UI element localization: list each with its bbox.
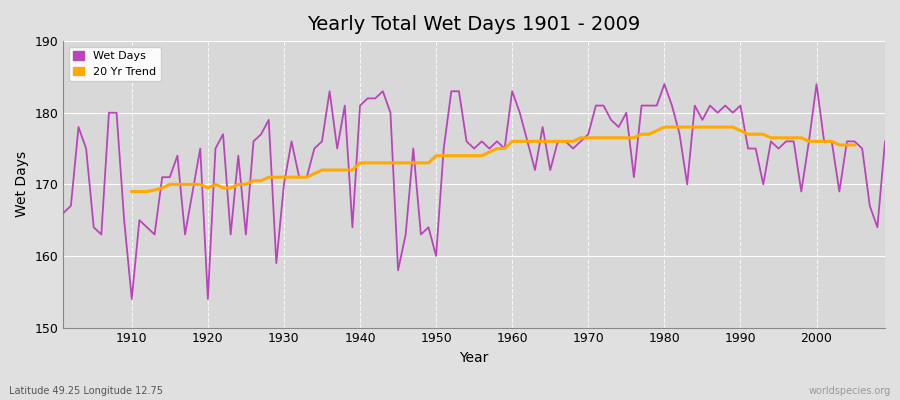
- Title: Yearly Total Wet Days 1901 - 2009: Yearly Total Wet Days 1901 - 2009: [308, 15, 641, 34]
- Y-axis label: Wet Days: Wet Days: [15, 151, 29, 218]
- Text: Latitude 49.25 Longitude 12.75: Latitude 49.25 Longitude 12.75: [9, 386, 163, 396]
- Legend: Wet Days, 20 Yr Trend: Wet Days, 20 Yr Trend: [68, 47, 161, 81]
- Text: worldspecies.org: worldspecies.org: [809, 386, 891, 396]
- X-axis label: Year: Year: [460, 351, 489, 365]
